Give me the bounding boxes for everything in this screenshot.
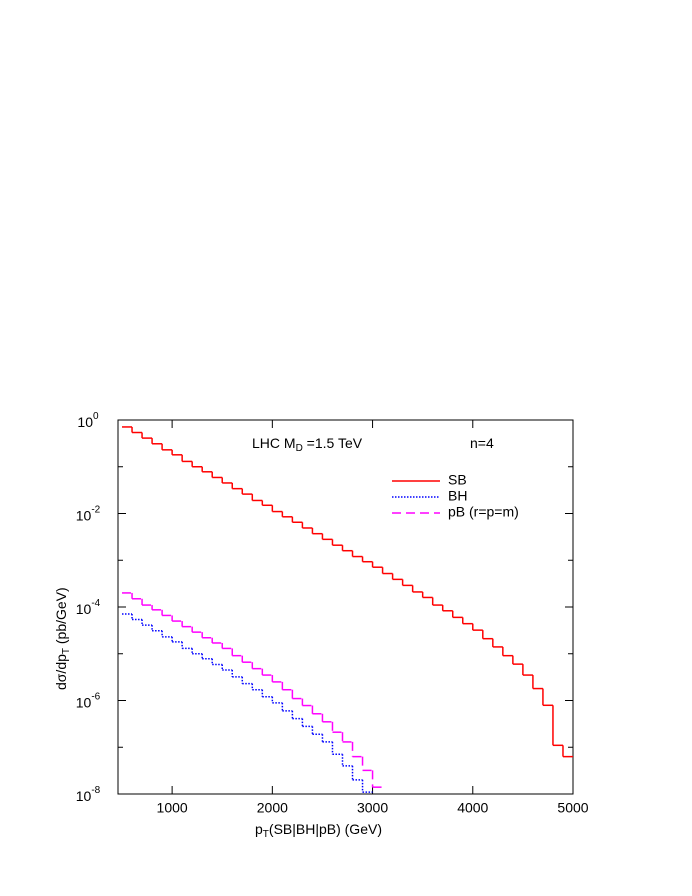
- y-axis-label: dσ/dpT (pb/GeV): [53, 587, 72, 690]
- y-tick-label-part: 0: [93, 411, 99, 422]
- y-tick-label-part: -8: [91, 785, 100, 796]
- series: [122, 592, 383, 788]
- x-axis-label-part: p: [255, 821, 263, 837]
- annotation: n=4: [470, 435, 494, 451]
- y-tick-label-part: 10: [76, 694, 92, 710]
- x-tick-label: 5000: [557, 800, 588, 816]
- y-tick-label-part: 10: [76, 788, 92, 804]
- annotation-part: D: [296, 443, 303, 454]
- y-tick-label-part: -2: [91, 504, 100, 515]
- y-tick-label: 10-6: [76, 691, 101, 710]
- legend-label: pB (r=p=m): [448, 504, 519, 520]
- y-tick-label: 10-2: [76, 504, 101, 523]
- y-tick-label-part: -4: [91, 598, 100, 609]
- y-tick-label: 100: [77, 411, 99, 430]
- series: [122, 426, 573, 758]
- x-axis-label-part: T: [263, 829, 269, 840]
- y-tick-label-part: 10: [76, 507, 92, 523]
- y-axis-label-part: T: [61, 648, 72, 654]
- legend-label: SB: [448, 472, 467, 488]
- y-tick-label-part: 10: [76, 601, 92, 617]
- annotation-part: n=4: [470, 435, 494, 451]
- x-tick-label: 4000: [457, 800, 488, 816]
- annotation-part: =1.5 TeV: [303, 435, 363, 451]
- x-tick-label: 1000: [157, 800, 188, 816]
- x-axis-label-part: (SB|BH|pB) (GeV): [269, 821, 382, 837]
- legend-label: BH: [448, 488, 467, 504]
- y-tick-label: 10-8: [76, 785, 101, 804]
- x-axis-label: pT(SB|BH|pB) (GeV): [255, 821, 382, 840]
- x-tick-label: 2000: [257, 800, 288, 816]
- y-tick-label-part: 10: [77, 414, 93, 430]
- annotation-part: LHC M: [252, 435, 296, 451]
- y-tick-label-part: -6: [91, 691, 100, 702]
- series: [122, 613, 373, 793]
- y-axis-label-part: (pb/GeV): [53, 587, 69, 648]
- annotation: LHC MD =1.5 TeV: [252, 435, 363, 454]
- x-tick-label: 3000: [357, 800, 388, 816]
- plot-frame: [117, 419, 574, 795]
- y-tick-label: 10-4: [76, 598, 101, 617]
- y-axis-label-part: dσ/dp: [53, 654, 69, 690]
